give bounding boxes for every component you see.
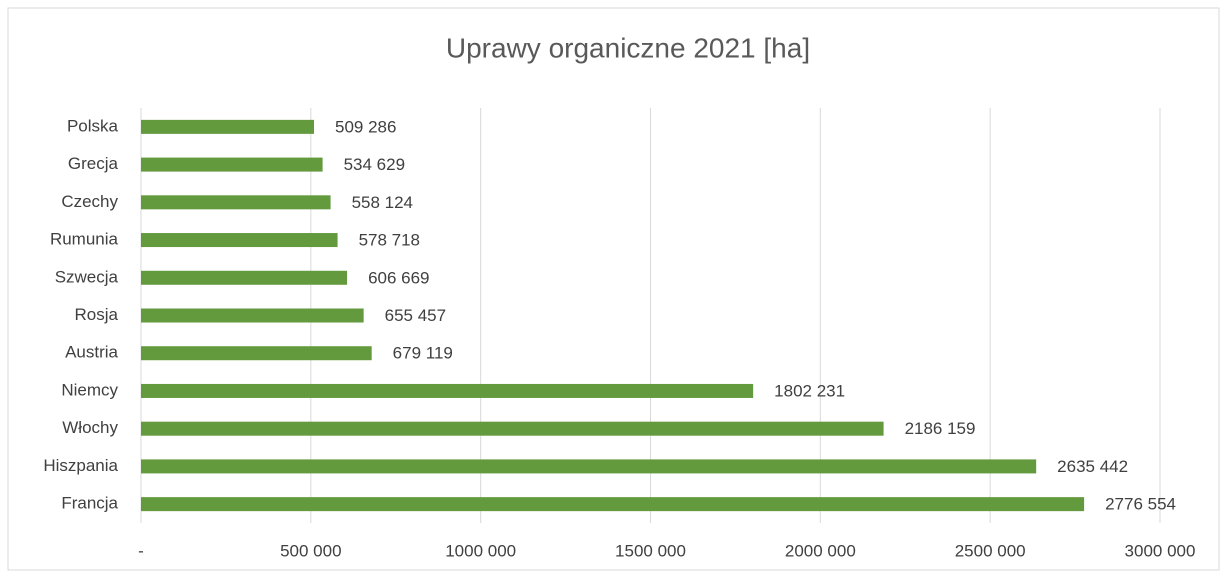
x-tick-label: -: [138, 541, 144, 560]
data-label: 578 718: [359, 231, 420, 250]
data-label: 655 457: [385, 306, 446, 325]
y-tick-label: Włochy: [62, 418, 118, 437]
bar: [141, 157, 323, 172]
data-label: 509 286: [335, 117, 396, 136]
x-tick-label: 1500 000: [615, 541, 686, 560]
x-tick-label: 2000 000: [785, 541, 856, 560]
x-tick-label: 2500 000: [955, 541, 1026, 560]
y-tick-label: Niemcy: [61, 380, 118, 399]
y-tick-label: Szwecja: [55, 267, 119, 286]
y-tick-label: Hiszpania: [43, 456, 118, 475]
data-label: 679 119: [393, 344, 453, 363]
data-label: 2776 554: [1105, 495, 1176, 514]
chart-title: Uprawy organiczne 2021 [ha]: [446, 32, 810, 63]
y-tick-label: Czechy: [61, 192, 118, 211]
y-tick-label: Grecja: [68, 154, 119, 173]
bar: [141, 233, 338, 248]
bar: [141, 421, 884, 436]
data-label: 558 124: [352, 193, 413, 212]
y-tick-label: Francja: [61, 494, 118, 513]
data-label: 1802 231: [774, 381, 845, 400]
data-label: 534 629: [344, 155, 405, 174]
bar: [141, 270, 348, 285]
bar: [141, 459, 1037, 474]
y-tick-label: Austria: [65, 343, 118, 362]
bar: [141, 383, 754, 398]
bar: [141, 195, 331, 210]
data-label: 2186 159: [905, 419, 976, 438]
x-tick-label: 1000 000: [445, 541, 516, 560]
y-tick-label: Rumunia: [50, 230, 119, 249]
y-tick-label: Polska: [67, 116, 119, 135]
bar: [141, 346, 372, 361]
y-tick-label: Rosja: [75, 305, 119, 324]
x-tick-label: 500 000: [280, 541, 341, 560]
data-label: 2635 442: [1057, 457, 1128, 476]
bar: [141, 308, 364, 323]
data-label: 606 669: [368, 268, 429, 287]
bar: [141, 119, 314, 134]
chart-border: [7, 7, 1220, 571]
bar: [141, 497, 1085, 512]
x-tick-label: 3000 000: [1125, 541, 1196, 560]
